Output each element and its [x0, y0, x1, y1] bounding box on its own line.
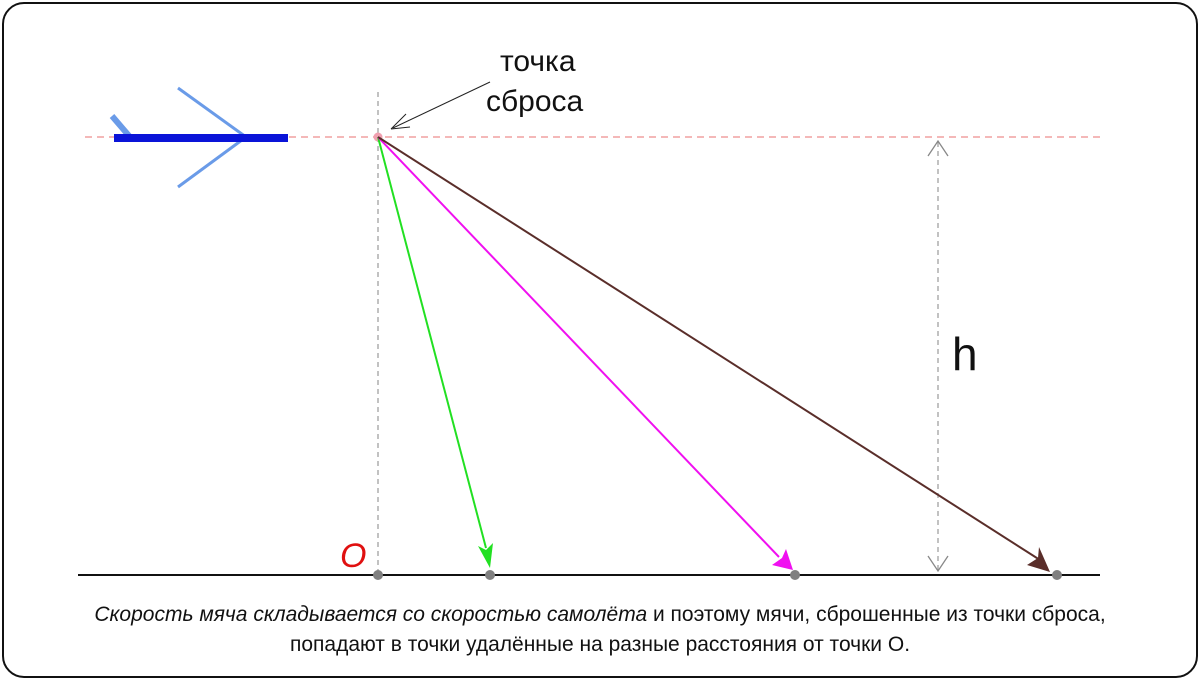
height-dimension-arrow — [927, 139, 949, 573]
caption-line-1: Скорость мяча складывается со скоростью … — [20, 600, 1180, 630]
trajectory-arrow-3 — [377, 136, 1050, 572]
ground-point-3 — [1052, 570, 1062, 580]
ground-point-origin — [373, 570, 383, 580]
trajectory-arrow-1 — [377, 136, 493, 568]
plane-icon — [109, 86, 288, 189]
caption-line-2: попадают в точки удалённые на разные рас… — [289, 633, 911, 656]
ground-point-1 — [485, 570, 495, 580]
drop-point-label-line1: точка — [500, 45, 576, 78]
caption-italic-part: Скорость мяча складывается со скоростью … — [94, 603, 648, 626]
caption: Скорость мяча складывается со скоростью … — [20, 600, 1180, 660]
ground-point-2 — [790, 570, 800, 580]
origin-label: O — [340, 537, 366, 575]
trajectory-arrow-2 — [377, 136, 793, 570]
height-label: h — [952, 328, 978, 380]
drop-point-pointer-arrow — [390, 81, 491, 130]
drop-point-label-line2: сброса — [486, 85, 584, 118]
caption-rest-line1: и поэтому мячи, сброшенные из точки сбро… — [647, 603, 1106, 626]
